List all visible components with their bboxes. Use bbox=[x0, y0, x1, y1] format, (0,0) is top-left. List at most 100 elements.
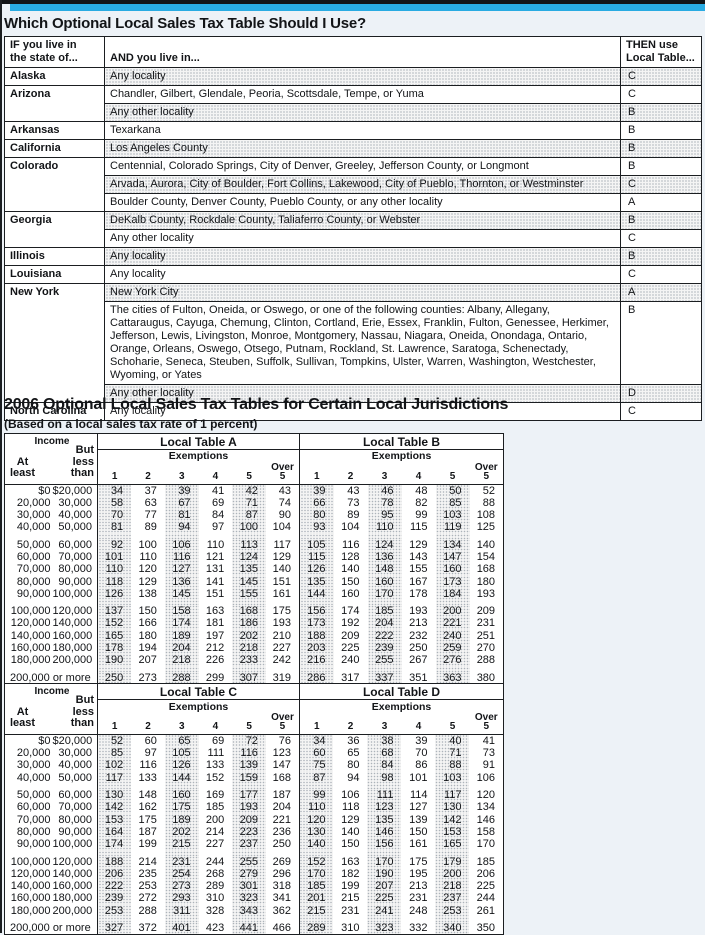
value-cell: 110 bbox=[206, 538, 225, 551]
income-at-least-cell: 30,000 bbox=[16, 759, 51, 772]
value-cell: 187 bbox=[138, 825, 157, 838]
value-cell: 222 bbox=[367, 629, 402, 643]
value-cell: 337 bbox=[367, 671, 402, 685]
value-cell: 123 bbox=[367, 801, 402, 814]
value-cell: 148 bbox=[367, 563, 402, 576]
value-cell: 142 bbox=[435, 813, 470, 826]
value-cell: 110 bbox=[97, 563, 132, 576]
at-least-label: At least bbox=[10, 455, 36, 479]
income-bracket-row: 20,000 30,000 58 63 67 69 71 74 66 73 78 82 85 88 bbox=[5, 496, 504, 510]
table-letter-cell: A bbox=[620, 283, 702, 302]
value-cell: 91 bbox=[482, 759, 496, 772]
value-cell: 323 bbox=[367, 922, 402, 935]
value-cell: 193 bbox=[232, 801, 266, 814]
value-cell: 89 bbox=[347, 509, 360, 522]
state-table-row: Arizona Chandler, Gilbert, Glendale, Peor… bbox=[4, 85, 702, 122]
value-cell: 73 bbox=[347, 496, 360, 509]
value-cell: 296 bbox=[272, 867, 291, 880]
income-but-less-cell: 140,000 bbox=[52, 867, 93, 880]
income-bracket-row: 50,000 60,000 92 100 106 110 113 117 105 116 124 12… bbox=[5, 538, 504, 551]
value-cell: 190 bbox=[367, 867, 402, 881]
value-cell: 175 bbox=[138, 813, 157, 826]
value-cell: 235 bbox=[138, 867, 157, 880]
value-cell: 227 bbox=[272, 642, 291, 655]
value-cell: 163 bbox=[205, 605, 225, 618]
value-cell: 94 bbox=[164, 521, 199, 534]
value-cell: 288 bbox=[476, 654, 496, 667]
state-table-row: Illinois Any locality B bbox=[4, 247, 702, 266]
income-but-less-cell: 40,000 bbox=[58, 759, 92, 772]
value-cell: 161 bbox=[272, 587, 291, 600]
value-cell: 116 bbox=[164, 550, 199, 564]
state-name-cell: Georgia bbox=[4, 211, 105, 248]
value-cell: 140 bbox=[341, 825, 360, 838]
value-cell: 117 bbox=[273, 538, 291, 551]
value-cell: 103 bbox=[435, 771, 470, 785]
value-cell: 105 bbox=[164, 747, 199, 760]
income-at-least-cell: 140,000 bbox=[10, 629, 51, 642]
value-cell: 310 bbox=[205, 892, 225, 905]
page-left-rule bbox=[0, 0, 2, 933]
value-cell: 327 bbox=[97, 922, 132, 935]
exemption-col-label: 3 bbox=[367, 462, 402, 485]
value-cell: 95 bbox=[367, 509, 402, 522]
value-cell: 194 bbox=[138, 642, 157, 655]
state-table-row: Louisiana Any locality C bbox=[4, 265, 702, 284]
value-cell: 165 bbox=[97, 629, 132, 643]
value-cell: 213 bbox=[409, 617, 428, 630]
value-cell bbox=[299, 666, 334, 672]
income-bracket-row: 30,000 40,000 70 77 81 84 87 90 80 89 95 99 103 108 bbox=[5, 509, 504, 522]
value-cell: 41 bbox=[212, 484, 225, 497]
value-cell: 69 bbox=[212, 496, 225, 509]
header-then: THEN use Local Table... bbox=[620, 36, 702, 68]
value-cell: 111 bbox=[207, 747, 225, 760]
income-at-least-cell: 30,000 bbox=[16, 509, 51, 522]
value-cell: 104 bbox=[272, 521, 291, 534]
value-cell: 184 bbox=[435, 587, 470, 601]
value-cell: 307 bbox=[232, 671, 266, 685]
value-cell: 200 bbox=[205, 813, 225, 826]
value-cell: 148 bbox=[138, 789, 157, 802]
value-cell: 87 bbox=[232, 509, 266, 522]
value-cell: 136 bbox=[164, 575, 199, 588]
value-cell: 288 bbox=[164, 671, 199, 685]
value-cell: 165 bbox=[435, 838, 470, 851]
state-name-cell: Louisiana bbox=[4, 265, 105, 284]
value-cell: 152 bbox=[97, 617, 132, 630]
income-but-less-cell: 90,000 bbox=[58, 825, 92, 838]
value-cell bbox=[164, 600, 199, 606]
value-cell: 92 bbox=[97, 538, 132, 551]
income-at-least-cell: 100,000 bbox=[10, 855, 51, 868]
value-cell: 318 bbox=[272, 880, 291, 893]
value-cell: 130 bbox=[298, 825, 334, 839]
table-letter-cell: C bbox=[620, 67, 702, 86]
value-cell: 40 bbox=[435, 734, 470, 748]
value-cell: 135 bbox=[299, 575, 334, 588]
value-cell: 380 bbox=[476, 671, 496, 684]
income-bracket-row: 120,000 140,000 206 235 254 268 279 296 170 182 19… bbox=[5, 867, 504, 881]
value-cell: 52 bbox=[482, 484, 496, 497]
income-bracket-row: 90,000 100,000 174 199 215 227 237 250 140 150 156… bbox=[5, 838, 504, 851]
value-cell: 218 bbox=[232, 642, 266, 655]
value-cell: 255 bbox=[232, 855, 266, 868]
value-cell: 231 bbox=[341, 904, 360, 917]
state-table-row: Georgia DeKalb County, Rockdale County, T… bbox=[4, 211, 702, 248]
value-cell: 214 bbox=[138, 855, 157, 868]
income-bracket-row: 200,000 or more 250 273 288 299 307 319 286 317 3… bbox=[5, 671, 504, 685]
value-cell bbox=[232, 600, 266, 606]
value-cell: 164 bbox=[97, 825, 132, 839]
table-letter-cell: B bbox=[620, 301, 702, 385]
value-cell: 71 bbox=[435, 747, 470, 760]
state-table-row: Colorado Centennial, Colorado Springs, Ci… bbox=[4, 157, 702, 212]
value-cell: 139 bbox=[409, 813, 428, 826]
income-at-least-cell: 20,000 bbox=[16, 747, 51, 760]
value-cell: 170 bbox=[476, 838, 496, 851]
value-cell: 65 bbox=[164, 734, 199, 748]
value-cell: 161 bbox=[409, 838, 428, 851]
state-name-cell: Alaska bbox=[4, 67, 105, 86]
state-table-row: North Carolina Any locality C bbox=[4, 402, 702, 421]
state-table-row: Alaska Any locality C bbox=[4, 67, 702, 86]
value-cell: 200 bbox=[435, 605, 470, 618]
value-cell bbox=[97, 850, 132, 856]
income-label: Income bbox=[34, 686, 70, 698]
